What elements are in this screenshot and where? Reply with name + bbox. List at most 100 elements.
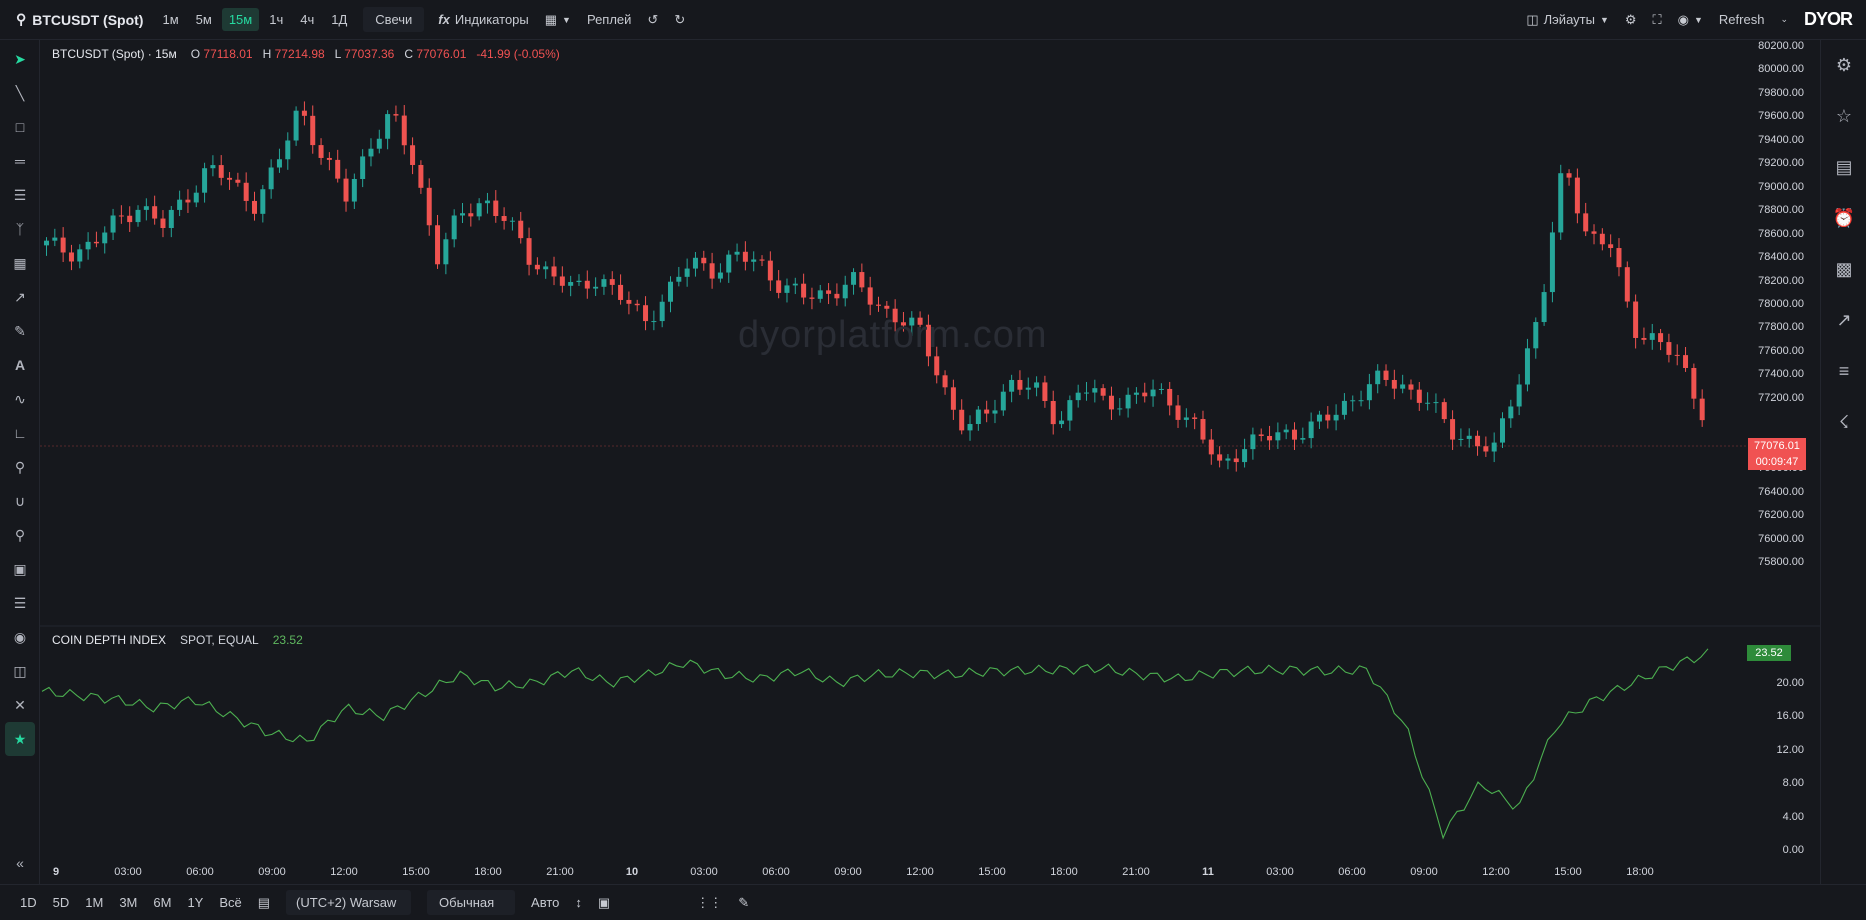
range-1y[interactable]: 1Y (187, 895, 204, 910)
watchlist-button[interactable]: ☆ (1821, 91, 1866, 142)
alerts-button[interactable]: ⏰ (1821, 193, 1866, 244)
candle-body (934, 356, 940, 376)
countdown-label: 00:09:47 (1748, 454, 1806, 470)
draw-button[interactable]: ✎ (730, 895, 757, 911)
candle-body (1067, 400, 1073, 421)
candle-body (1325, 414, 1331, 421)
time-axis-label: 15:00 (1554, 866, 1582, 878)
refresh-dropdown[interactable]: ⌄ (1772, 10, 1796, 29)
grid-tool[interactable]: ▦ (0, 246, 40, 280)
candle-body (102, 232, 108, 244)
candle-body (876, 304, 881, 306)
undo-icon: ↺ (647, 11, 659, 27)
layouts-button[interactable]: ◫ Лэйауты ▼ (1518, 8, 1617, 32)
fork-tool[interactable]: ᛉ (0, 212, 40, 246)
orderbook-button[interactable]: ≡ (1821, 346, 1866, 397)
screenshot-button[interactable]: ◉ ▼ (1670, 8, 1711, 32)
time-axis-label: 06:00 (762, 866, 790, 878)
pattern-tool[interactable]: ∿ (0, 382, 40, 416)
notes-button[interactable]: ▤ (1821, 142, 1866, 193)
settings-button[interactable]: ⚙ (1617, 8, 1645, 32)
analytics-button[interactable]: ↗ (1821, 295, 1866, 346)
magnet-icon: ∪ (14, 492, 26, 509)
text-tool[interactable]: A (0, 348, 40, 382)
zoom-tool[interactable]: ⚲ (0, 450, 40, 484)
layout-icon: ◫ (1526, 11, 1539, 27)
refresh-button[interactable]: Refresh (1718, 12, 1765, 27)
candle-body (984, 409, 990, 414)
candle-body (1125, 394, 1131, 409)
rectangle-tool[interactable]: □ (0, 110, 40, 144)
scale-adjust-button[interactable]: ↕ (567, 895, 590, 910)
templates-button[interactable]: ▦ ▼ (537, 8, 579, 32)
pin-tool[interactable]: ⚲ (0, 518, 40, 552)
parallel-lines-tool[interactable]: ═ (0, 144, 40, 178)
go-to-date-button[interactable]: ▤ (250, 895, 278, 911)
timeframe-5m[interactable]: 5м (195, 12, 212, 27)
timeframe-1d[interactable]: 1Д (331, 12, 348, 27)
price-chart[interactable] (0, 0, 1866, 884)
auto-scale-button[interactable]: Авто (531, 895, 560, 910)
magnet-tool[interactable]: ∪ (0, 484, 40, 518)
layers-tool[interactable]: ☰ (0, 178, 40, 212)
drag-handle[interactable]: ⋮⋮ (688, 895, 730, 911)
cursor-tool[interactable]: ➤ (0, 42, 40, 76)
candle-body (867, 287, 873, 305)
brush-tool[interactable]: ✎ (0, 314, 40, 348)
price-axis-label: 79800.00 (1758, 86, 1804, 99)
fullscreen-button[interactable]: ⛶ (1645, 8, 1670, 32)
range-3m[interactable]: 3M (119, 895, 138, 910)
indicator-axis-label: 20.00 (1776, 677, 1804, 689)
close-tool[interactable]: ✕ (0, 688, 40, 722)
news-button[interactable]: ▩ (1821, 244, 1866, 295)
range-5d[interactable]: 5D (52, 895, 70, 910)
share-button[interactable]: ☇ (1821, 397, 1866, 448)
redo-button[interactable]: ↻ (666, 8, 693, 32)
trend-line-tool[interactable]: ╲ (0, 76, 40, 110)
object-tree-tool[interactable]: ☰ (0, 586, 40, 620)
indicators-button[interactable]: fx Индикаторы (430, 8, 536, 31)
visibility-tool[interactable]: ◉ (0, 620, 40, 654)
grid-icon: ▦ (544, 11, 558, 27)
symbol-search[interactable]: ⚲ BTCUSDT (Spot) (0, 11, 155, 28)
candle-body (684, 268, 690, 277)
lock-scale-button[interactable]: ▣ (590, 895, 618, 911)
delete-tool[interactable]: ◫ (0, 654, 40, 688)
pencil-icon: ✎ (14, 322, 26, 339)
range-1d[interactable]: 1D (20, 895, 37, 910)
candle-body (1458, 438, 1464, 440)
price-axis-label: 78600.00 (1758, 227, 1804, 240)
timeframe-4h[interactable]: 4ч (300, 12, 315, 27)
chevron-down-icon: ▼ (1693, 14, 1703, 25)
scale-mode-select[interactable]: Обычная (427, 890, 516, 915)
price-axis-label: 78800.00 (1758, 204, 1804, 217)
timeframe-1h[interactable]: 1ч (269, 12, 284, 27)
measure-tool[interactable]: ∟ (0, 416, 40, 450)
timezone-select[interactable]: (UTC+2) Warsaw (286, 890, 412, 915)
candle-body (534, 264, 540, 270)
range-1m[interactable]: 1M (85, 895, 104, 910)
range-6m[interactable]: 6M (153, 895, 172, 910)
chart-type-button[interactable]: Свечи (363, 7, 425, 32)
range-all[interactable]: Всё (219, 895, 242, 910)
candle-body (1516, 384, 1522, 407)
replay-button[interactable]: Реплей (586, 12, 632, 27)
candle-body (1375, 370, 1381, 385)
candle-body (401, 115, 407, 146)
candle-body (1533, 322, 1539, 349)
candle-body (1500, 418, 1505, 443)
settings-sidebar-button[interactable]: ⚙ (1821, 40, 1866, 91)
candle-body (177, 199, 183, 210)
candle-body (759, 259, 765, 261)
favorites-tool[interactable]: ★ (5, 722, 35, 756)
forecast-tool[interactable]: ↗ (0, 280, 40, 314)
candle-body (884, 305, 890, 309)
candle-body (659, 301, 665, 322)
lock-tool[interactable]: ▣ (0, 552, 40, 586)
timeframe-1m[interactable]: 1м (162, 12, 179, 27)
undo-button[interactable]: ↺ (639, 8, 666, 32)
timeframe-15m[interactable]: 15м (221, 8, 260, 31)
candle-body (185, 199, 191, 203)
collapse-toolbar-button[interactable]: « (0, 846, 40, 880)
wave-icon: ∿ (14, 390, 26, 407)
